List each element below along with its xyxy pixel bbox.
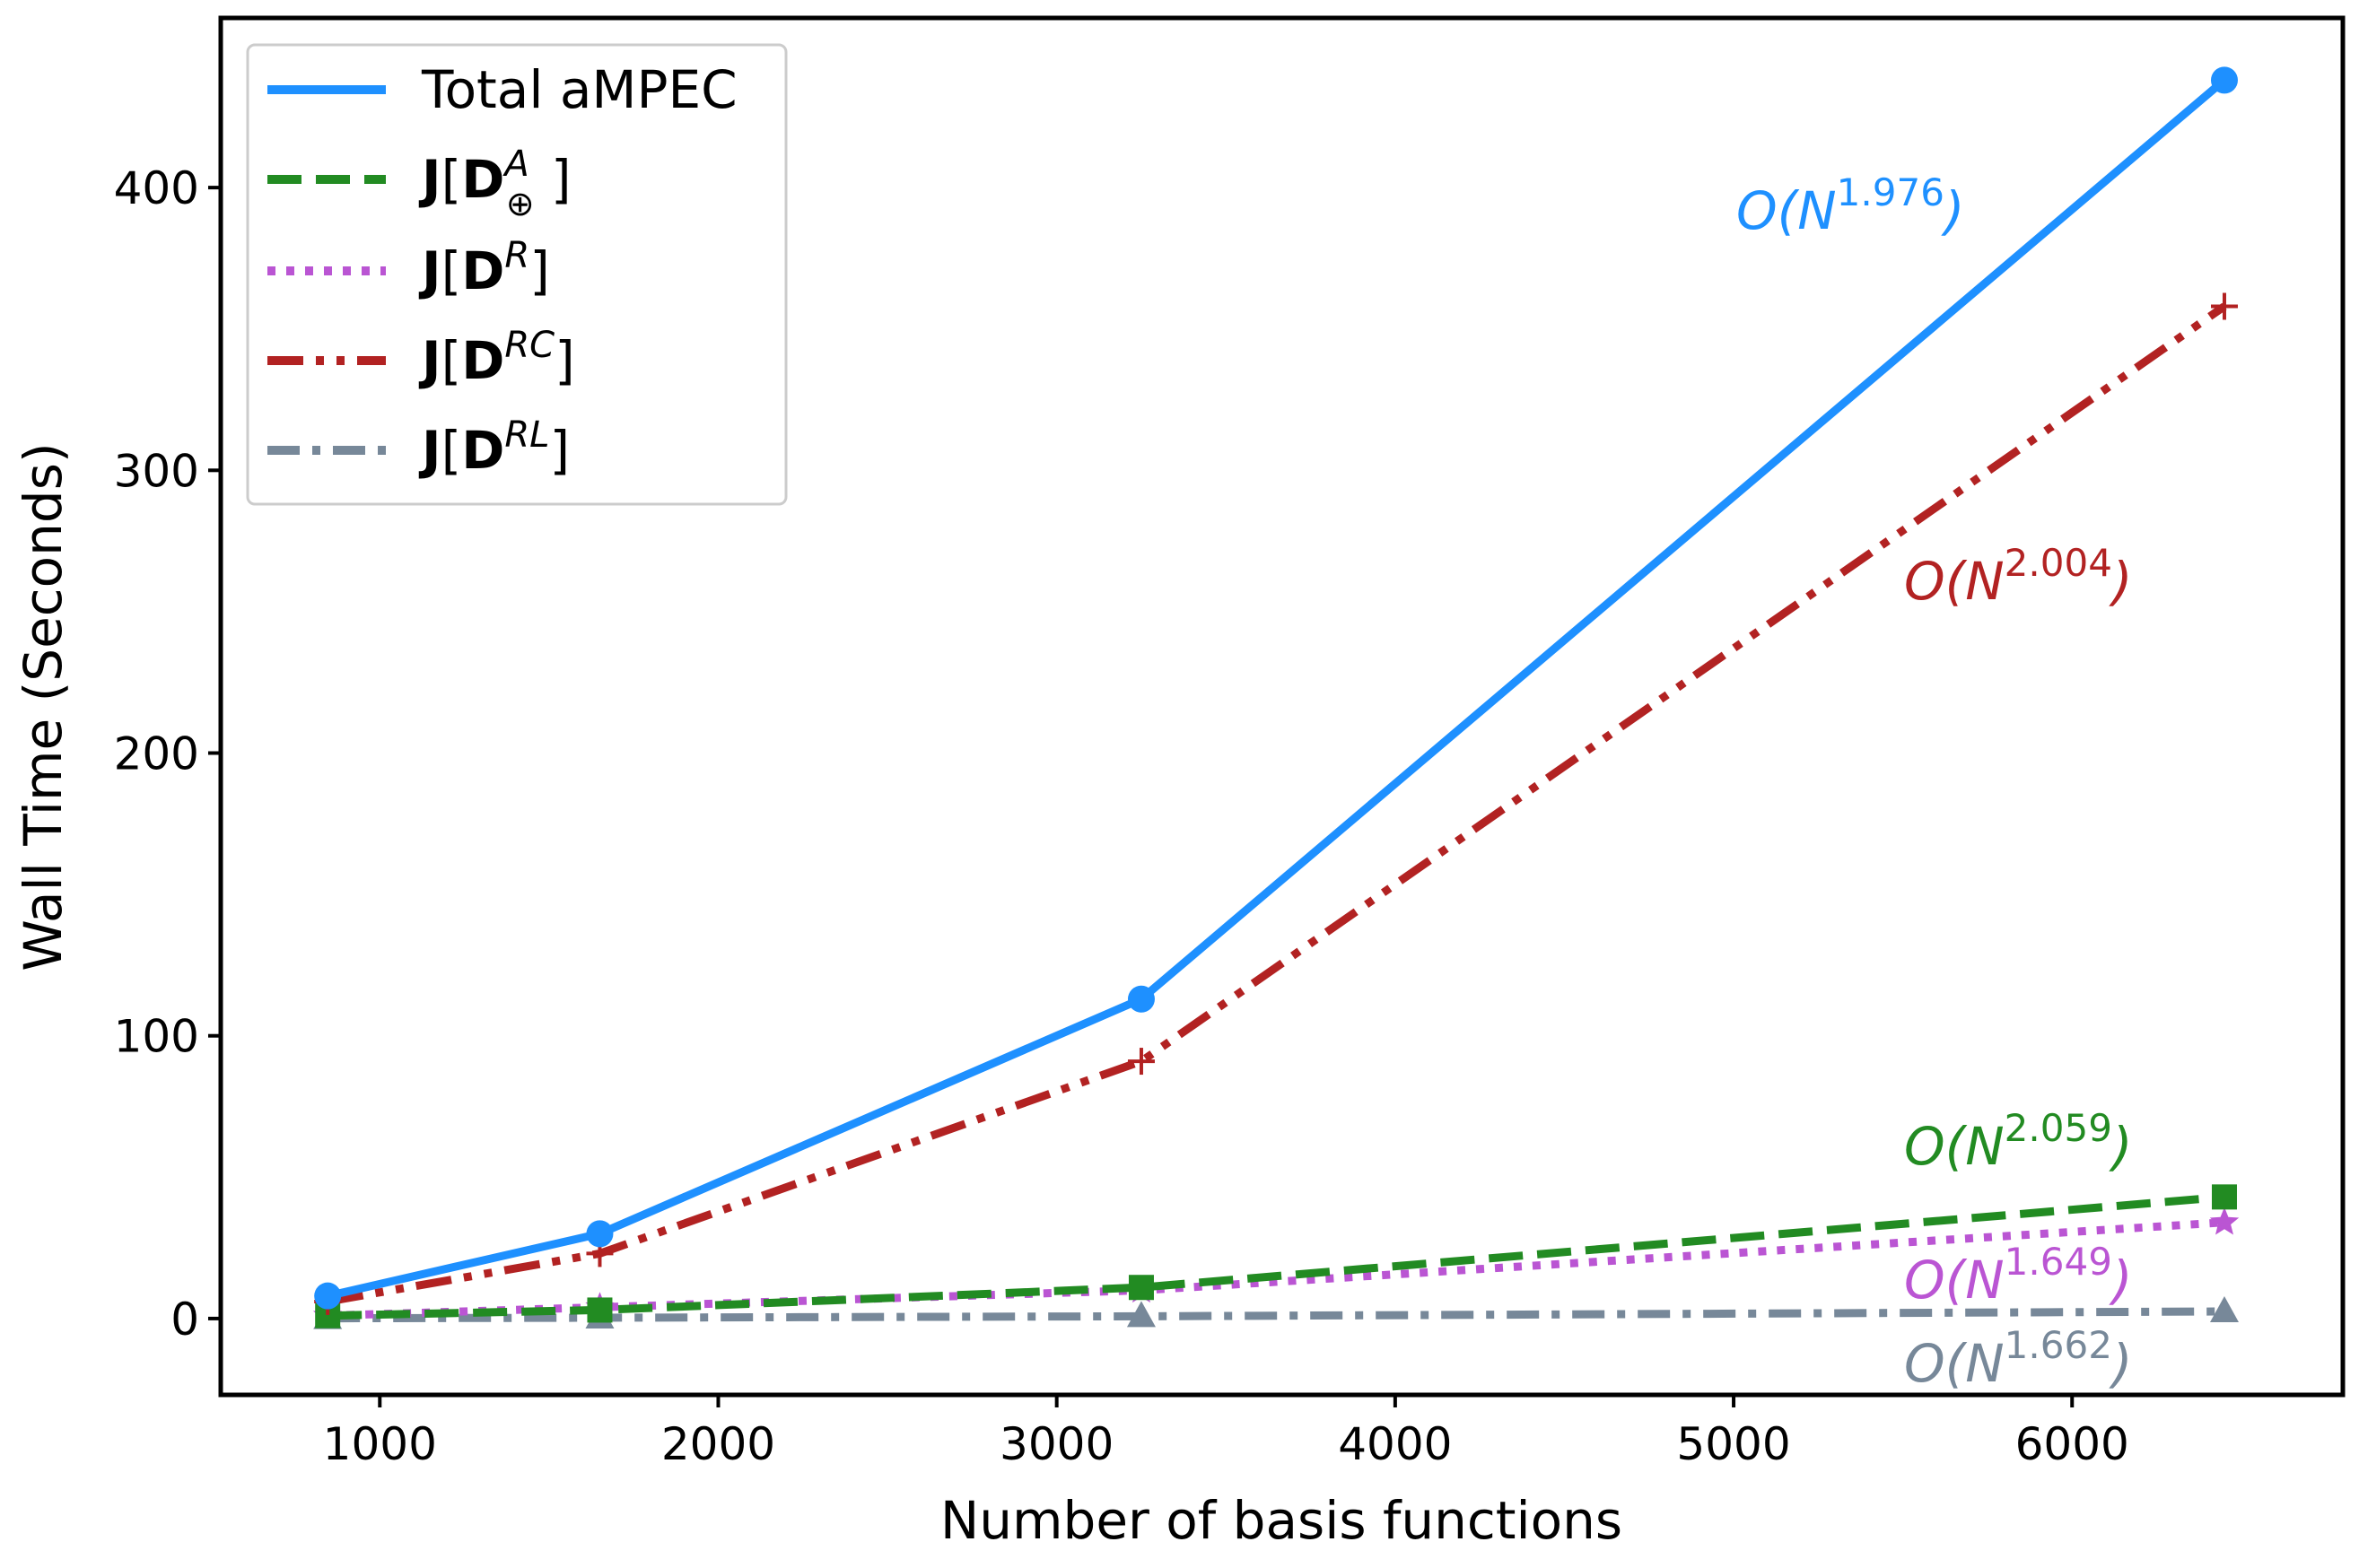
series-1-point-2 [1128, 1275, 1154, 1301]
series-2-line [328, 1218, 2225, 1320]
legend: Total aMPEC J[DA ⊕ ] J[DR] J[DRC] J[DRL] [246, 43, 788, 506]
series-4-point-3 [2209, 1296, 2239, 1323]
x-tick-label: 1000 [323, 1418, 437, 1470]
plot-area [313, 66, 2240, 1329]
series-3-line [327, 302, 2227, 1306]
series-1-point-1 [587, 1297, 613, 1323]
series-3-point-3 [2210, 292, 2238, 320]
y-tick-label: 400 [114, 162, 199, 214]
series-0-point-0 [314, 1282, 342, 1310]
scaling-labels: O(N1.976) O(N2.004) O(N2.059) O(N1.649) O(N1… [1736, 170, 2133, 1394]
series-3-scaling-label: O(N2.004) [1904, 541, 2133, 612]
x-axis-title: Number of basis functions [940, 1490, 1622, 1551]
plot-frame [218, 15, 2346, 1398]
series-4-scaling-label: O(N1.662) [1904, 1323, 2133, 1394]
series-0-line [327, 76, 2227, 1301]
legend-label-2: J[DR] [418, 235, 550, 301]
y-tick-label: 0 [170, 1294, 199, 1346]
series-3-point-2 [1127, 1048, 1155, 1076]
x-tick-label: 5000 [1676, 1418, 1790, 1470]
y-tick-label: 200 [114, 728, 199, 780]
series-1-point-3 [2211, 1184, 2237, 1210]
y-axis-title: Wall Time (Seconds) [13, 442, 74, 971]
legend-label-0: Total aMPEC [421, 59, 738, 120]
series-0-point-1 [586, 1220, 614, 1248]
legend-label-1: J[DA ⊕ ] [418, 144, 572, 223]
y-tick-label: 300 [114, 445, 199, 497]
series-4-point-2 [1126, 1301, 1156, 1328]
series-2-scaling-label: O(N1.649) [1904, 1240, 2133, 1311]
series-0-point-2 [1127, 985, 1155, 1013]
series-1-scaling-label: O(N2.059) [1904, 1106, 2133, 1177]
x-tick-label: 2000 [661, 1418, 775, 1470]
x-tick-label: 6000 [2015, 1418, 2129, 1470]
series-4-line [328, 1307, 2225, 1323]
axes: 1000 2000 3000 4000 5000 6000 0 100 200 300 400 [114, 162, 2129, 1470]
series-1-line [328, 1192, 2225, 1320]
series-0-scaling-label: O(N1.976) [1736, 170, 1965, 241]
x-tick-label: 3000 [1000, 1418, 1114, 1470]
series-2-point-3 [2209, 1206, 2240, 1235]
x-tick-label: 4000 [1338, 1418, 1452, 1470]
series-0-point-3 [2210, 66, 2238, 94]
legend-label-4: J[DRL] [418, 414, 570, 481]
legend-label-3: J[DRC] [418, 325, 575, 391]
y-tick-label: 100 [114, 1011, 199, 1063]
legend-box [246, 43, 788, 506]
